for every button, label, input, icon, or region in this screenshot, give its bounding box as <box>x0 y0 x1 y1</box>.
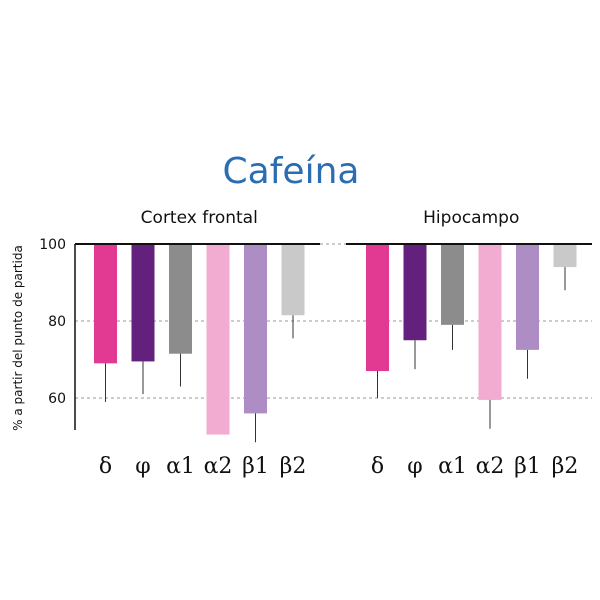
chart-title: Cafeína <box>223 151 360 192</box>
panel-title-1: Cortex frontal <box>141 208 258 228</box>
bar-2-2 <box>403 244 427 341</box>
y-axis-label: % a partir del punto de partida <box>11 245 25 431</box>
category-label-2-5: β1 <box>514 454 541 479</box>
category-label-1-1: δ <box>99 454 112 479</box>
category-label-2-1: δ <box>371 454 384 479</box>
bar-2-3 <box>441 244 464 325</box>
category-label-2-6: β2 <box>552 454 579 479</box>
bar-1-5 <box>244 244 267 414</box>
bar-1-1 <box>94 244 117 364</box>
panel-title-2: Hipocampo <box>423 208 519 228</box>
category-label-1-6: β2 <box>280 454 307 479</box>
category-labels: δ φ α1 α2 β1 β2 δ φ α1 α2 β1 β2 <box>99 454 578 479</box>
y-tick-label-100: 100 <box>39 237 66 253</box>
bars <box>94 244 577 435</box>
category-label-2-4: α2 <box>476 454 505 479</box>
error-bars <box>105 267 566 443</box>
category-label-2-3: α1 <box>438 454 467 479</box>
bar-1-4 <box>206 244 230 435</box>
bar-2-6 <box>553 244 577 268</box>
y-tick-labels: 100 80 60 <box>39 237 66 407</box>
bar-2-4 <box>478 244 502 400</box>
bar-1-6 <box>281 244 305 316</box>
bar-2-1 <box>366 244 389 372</box>
category-label-1-3: α1 <box>166 454 195 479</box>
bar-1-3 <box>169 244 192 354</box>
bar-1-2 <box>131 244 155 362</box>
category-label-2-2: φ <box>407 454 422 479</box>
bar-2-5 <box>516 244 539 350</box>
y-tick-label-60: 60 <box>48 391 66 407</box>
axes <box>74 243 592 430</box>
category-label-1-2: φ <box>135 454 150 479</box>
category-label-1-4: α2 <box>204 454 233 479</box>
panel-titles: Cortex frontal Hipocampo <box>141 208 520 228</box>
y-tick-label-80: 80 <box>48 314 66 330</box>
gridlines <box>75 320 592 399</box>
category-label-1-5: β1 <box>242 454 269 479</box>
